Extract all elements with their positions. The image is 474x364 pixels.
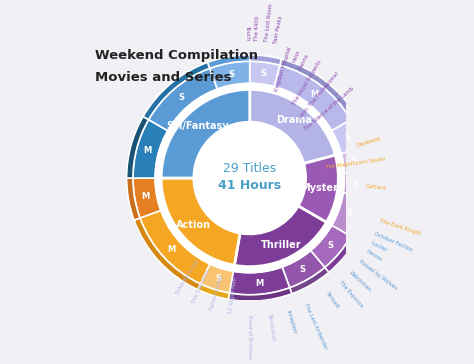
Wedge shape bbox=[282, 250, 325, 288]
Wedge shape bbox=[274, 65, 351, 131]
Wedge shape bbox=[365, 171, 373, 197]
Text: 29 Titles: 29 Titles bbox=[223, 162, 276, 175]
Wedge shape bbox=[250, 87, 338, 163]
Text: S: S bbox=[346, 209, 352, 218]
Wedge shape bbox=[127, 116, 149, 178]
Text: Leon: The Professional: Leon: The Professional bbox=[298, 71, 340, 120]
Wedge shape bbox=[133, 120, 168, 178]
Text: M: M bbox=[168, 245, 176, 254]
Text: Movies and Series: Movies and Series bbox=[95, 71, 231, 84]
Text: Sci/Fantasy: Sci/Fantasy bbox=[166, 121, 229, 131]
Text: The Sopranos: The Sopranos bbox=[191, 269, 211, 304]
Wedge shape bbox=[250, 55, 282, 65]
Wedge shape bbox=[234, 206, 329, 269]
Text: M: M bbox=[310, 90, 318, 99]
Wedge shape bbox=[198, 284, 229, 299]
Text: Forrest Gump: Forrest Gump bbox=[210, 274, 224, 310]
Wedge shape bbox=[133, 178, 161, 218]
Wedge shape bbox=[140, 210, 210, 284]
Text: The 4400: The 4400 bbox=[255, 16, 261, 41]
Wedge shape bbox=[134, 218, 201, 290]
Wedge shape bbox=[331, 120, 363, 154]
Text: Drama: Drama bbox=[277, 115, 312, 124]
Text: Daybreak: Daybreak bbox=[356, 135, 382, 148]
Text: S: S bbox=[261, 69, 266, 78]
Wedge shape bbox=[149, 68, 218, 131]
Text: The Dark Knight: The Dark Knight bbox=[379, 218, 422, 236]
Text: The Silence of the Lamb: The Silence of the Lamb bbox=[303, 86, 355, 132]
Text: The Usual Suspects: The Usual Suspects bbox=[292, 59, 322, 106]
Text: Sense8: Sense8 bbox=[324, 290, 339, 309]
Text: S: S bbox=[300, 265, 306, 274]
Wedge shape bbox=[229, 267, 290, 295]
Text: Revolution: Revolution bbox=[266, 313, 275, 342]
Text: Touch: Touch bbox=[245, 26, 250, 41]
Text: Watchmen: Watchmen bbox=[348, 270, 373, 293]
Text: M: M bbox=[255, 279, 263, 288]
Wedge shape bbox=[210, 61, 250, 89]
Wedge shape bbox=[158, 87, 250, 178]
Text: Helix: Helix bbox=[292, 49, 301, 63]
Text: S: S bbox=[179, 92, 185, 102]
Wedge shape bbox=[351, 116, 369, 148]
Wedge shape bbox=[228, 288, 292, 301]
Text: Heroes: Heroes bbox=[365, 249, 383, 262]
Text: The Magnificent Seven: The Magnificent Seven bbox=[325, 157, 386, 170]
Wedge shape bbox=[331, 193, 365, 237]
Wedge shape bbox=[250, 61, 280, 87]
Text: Mystery: Mystery bbox=[301, 183, 345, 193]
Wedge shape bbox=[143, 62, 210, 120]
Text: S: S bbox=[228, 70, 235, 79]
Text: S: S bbox=[351, 157, 357, 166]
Wedge shape bbox=[298, 154, 341, 224]
Text: S: S bbox=[328, 241, 334, 250]
Text: Twin Peaks: Twin Peaks bbox=[273, 15, 284, 44]
Text: Thriller: Thriller bbox=[261, 240, 301, 250]
Text: The Lost Room: The Lost Room bbox=[264, 3, 273, 42]
Text: Kingdom Hospital: Kingdom Hospital bbox=[274, 46, 292, 92]
Text: Schindler's List: Schindler's List bbox=[175, 259, 201, 296]
Wedge shape bbox=[341, 148, 366, 173]
Text: S: S bbox=[344, 133, 350, 142]
Text: S: S bbox=[352, 179, 358, 188]
Text: Hanna: Hanna bbox=[298, 53, 310, 70]
Text: The Last Airbender: The Last Airbender bbox=[303, 302, 328, 350]
Wedge shape bbox=[208, 55, 250, 68]
Text: S: S bbox=[215, 274, 221, 283]
Text: Inception: Inception bbox=[285, 309, 297, 334]
Wedge shape bbox=[351, 196, 371, 240]
Wedge shape bbox=[280, 59, 356, 120]
Text: M: M bbox=[142, 192, 150, 201]
Text: Weekend Compilation: Weekend Compilation bbox=[95, 48, 258, 62]
Wedge shape bbox=[310, 225, 351, 268]
Text: Lucifer: Lucifer bbox=[370, 240, 388, 253]
Text: Raised by Wolves: Raised by Wolves bbox=[358, 258, 398, 290]
Text: Band of Brothers: Band of Brothers bbox=[247, 315, 252, 360]
Text: Action: Action bbox=[176, 220, 211, 230]
Text: M: M bbox=[144, 146, 152, 155]
Wedge shape bbox=[343, 172, 366, 196]
Wedge shape bbox=[158, 178, 240, 268]
Text: October Faction: October Faction bbox=[374, 232, 414, 253]
Wedge shape bbox=[127, 178, 140, 220]
Text: 12 Angry Men: 12 Angry Men bbox=[228, 277, 238, 314]
Wedge shape bbox=[290, 268, 329, 294]
Wedge shape bbox=[201, 264, 233, 293]
Wedge shape bbox=[325, 237, 356, 272]
Text: Gattaca: Gattaca bbox=[365, 184, 387, 190]
Wedge shape bbox=[363, 146, 373, 172]
Text: 41 Hours: 41 Hours bbox=[218, 179, 281, 192]
Circle shape bbox=[194, 122, 306, 234]
Text: The Expanse: The Expanse bbox=[338, 280, 364, 309]
